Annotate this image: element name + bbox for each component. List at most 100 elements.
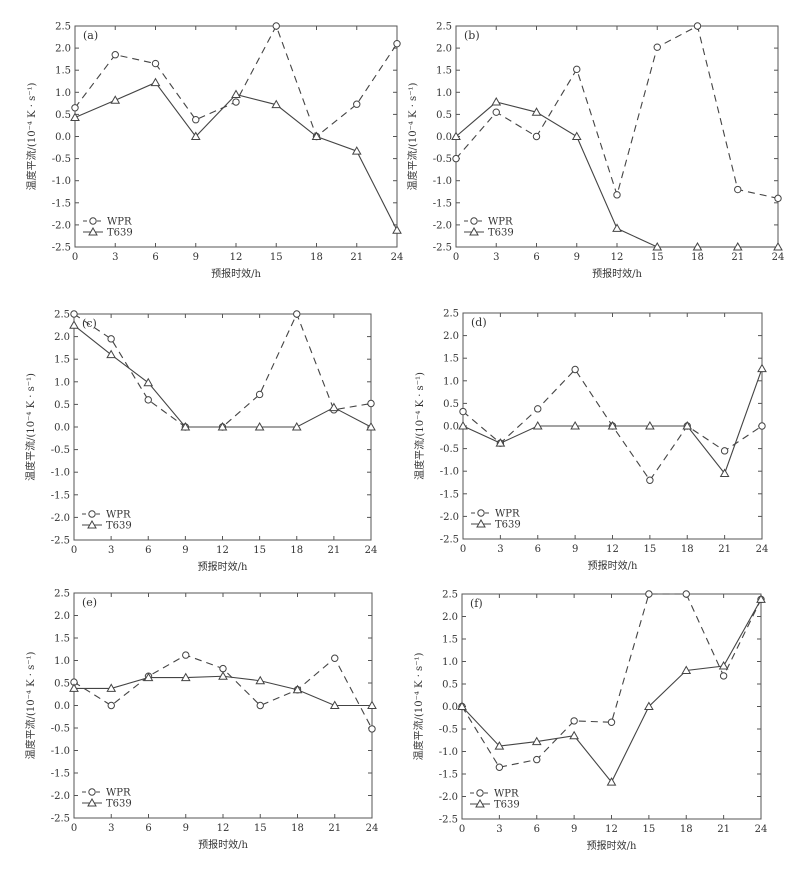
- x-axis-label: 预报时效/h: [587, 839, 637, 852]
- panel-1: 2.5 2.0 1.5 1.0 0.5 0.0 -0.5 -1.0 -1.5 -2.0 -2.50 3…: [25, 22, 403, 281]
- data-point-wpr: [256, 701, 264, 710]
- data-point-t639: [570, 420, 580, 430]
- legend-marker-wpr: [476, 789, 484, 797]
- x-tick-label: 21: [328, 545, 341, 556]
- data-point-wpr: [495, 763, 504, 771]
- series-t639: [457, 594, 766, 786]
- x-tick-label: 18: [680, 824, 693, 835]
- x-tick-label: 3: [497, 544, 503, 555]
- panel-3: 2.5 2.0 1.5 1.0 0.5 0.0 -0.5 -1.0 -1.5 -2.0 -2.50 3…: [24, 310, 377, 574]
- x-tick-label: 15: [254, 823, 267, 834]
- panel-letter: (a): [83, 29, 98, 42]
- data-point-wpr: [272, 22, 280, 30]
- y-tick-label: 0.0: [443, 422, 459, 433]
- x-tick-label: 21: [718, 544, 731, 555]
- legend-marker-wpr: [89, 217, 97, 225]
- data-point-t639: [532, 420, 543, 430]
- x-tick-label: 0: [453, 252, 459, 263]
- y-tick-label: -1.5: [51, 490, 70, 501]
- legend-marker-wpr: [477, 509, 485, 517]
- data-point-wpr: [774, 194, 782, 203]
- data-point-wpr: [534, 405, 542, 413]
- x-tick-label: 21: [350, 252, 363, 263]
- y-axis-label: 温度平流/(10⁻⁴ K · s⁻¹): [412, 653, 425, 761]
- data-point-wpr: [607, 718, 616, 726]
- x-tick-label: 18: [681, 544, 694, 555]
- y-tick-label: 0.5: [442, 680, 458, 691]
- legend-label: WPR: [494, 789, 519, 800]
- x-axis-label: 预报时效/h: [588, 559, 638, 572]
- data-point-t639: [311, 131, 322, 140]
- legend-marker-t639: [476, 518, 486, 528]
- y-tick-label: -1.0: [440, 467, 459, 478]
- data-point-wpr: [682, 590, 690, 598]
- y-tick-label: -2.5: [52, 243, 71, 254]
- data-point-wpr: [255, 390, 264, 399]
- data-point-wpr: [107, 335, 115, 343]
- x-tick-label: 15: [651, 252, 664, 263]
- y-axis-label: 温度平流/(10⁻⁴ K · s⁻¹): [413, 372, 426, 480]
- x-tick-label: 3: [108, 823, 114, 834]
- series-line-t639: [461, 599, 762, 784]
- y-tick-label: 2.0: [436, 44, 452, 55]
- y-axis-label: 温度平流/(10⁻⁴ K · s⁻¹): [24, 652, 37, 760]
- data-point-t639: [451, 131, 461, 140]
- plot-frame: [73, 592, 373, 819]
- legend-marker-wpr: [470, 217, 478, 225]
- data-point-wpr: [71, 104, 79, 112]
- data-point-wpr: [693, 22, 702, 30]
- y-tick-label: -2.0: [52, 220, 71, 231]
- data-point-wpr: [571, 365, 579, 374]
- data-point-wpr: [533, 755, 541, 764]
- data-point-t639: [457, 701, 467, 710]
- data-point-t639: [351, 146, 362, 155]
- y-tick-label: -0.5: [51, 724, 70, 735]
- data-point-t639: [681, 665, 692, 674]
- data-point-wpr: [653, 43, 661, 51]
- legend-marker-t639: [88, 226, 98, 236]
- legend-label: WPR: [106, 510, 131, 521]
- y-tick-label: -2.5: [51, 536, 70, 547]
- legend-marker-t639: [475, 798, 485, 808]
- series-line-t639: [74, 675, 372, 707]
- data-point-t639: [329, 402, 339, 412]
- series-t639: [69, 671, 377, 709]
- data-point-wpr: [646, 476, 654, 484]
- data-point-t639: [612, 223, 622, 232]
- x-tick-label: 18: [291, 823, 304, 834]
- y-tick-label: 1.0: [54, 377, 70, 388]
- data-point-t639: [491, 97, 502, 106]
- data-point-t639: [607, 420, 618, 430]
- legend-label: T639: [106, 799, 132, 810]
- x-tick-label: 6: [534, 824, 540, 835]
- legend-marker-wpr: [88, 788, 96, 796]
- data-point-t639: [255, 675, 266, 685]
- series-wpr: [452, 22, 782, 203]
- data-point-wpr: [758, 422, 766, 430]
- x-tick-label: 24: [365, 545, 378, 556]
- y-tick-label: 1.5: [54, 634, 70, 645]
- y-tick-label: 2.5: [54, 310, 70, 321]
- x-tick-label: 24: [391, 252, 404, 263]
- x-tick-label: 3: [112, 252, 118, 263]
- y-tick-label: -0.5: [439, 725, 458, 736]
- data-point-t639: [569, 730, 579, 740]
- series-line-t639: [73, 324, 372, 428]
- x-tick-label: 9: [571, 824, 577, 835]
- y-tick-label: 0.5: [443, 399, 459, 410]
- y-tick-label: 1.0: [443, 376, 459, 387]
- series-t639: [69, 320, 376, 431]
- y-tick-label: 1.0: [442, 657, 458, 668]
- data-point-t639: [494, 741, 505, 750]
- series-t639: [451, 97, 783, 251]
- data-point-wpr: [532, 132, 541, 141]
- y-tick-label: 2.0: [443, 331, 459, 342]
- x-axis-label: 预报时效/h: [211, 267, 261, 280]
- data-point-t639: [217, 421, 228, 431]
- y-tick-label: 1.0: [55, 88, 71, 99]
